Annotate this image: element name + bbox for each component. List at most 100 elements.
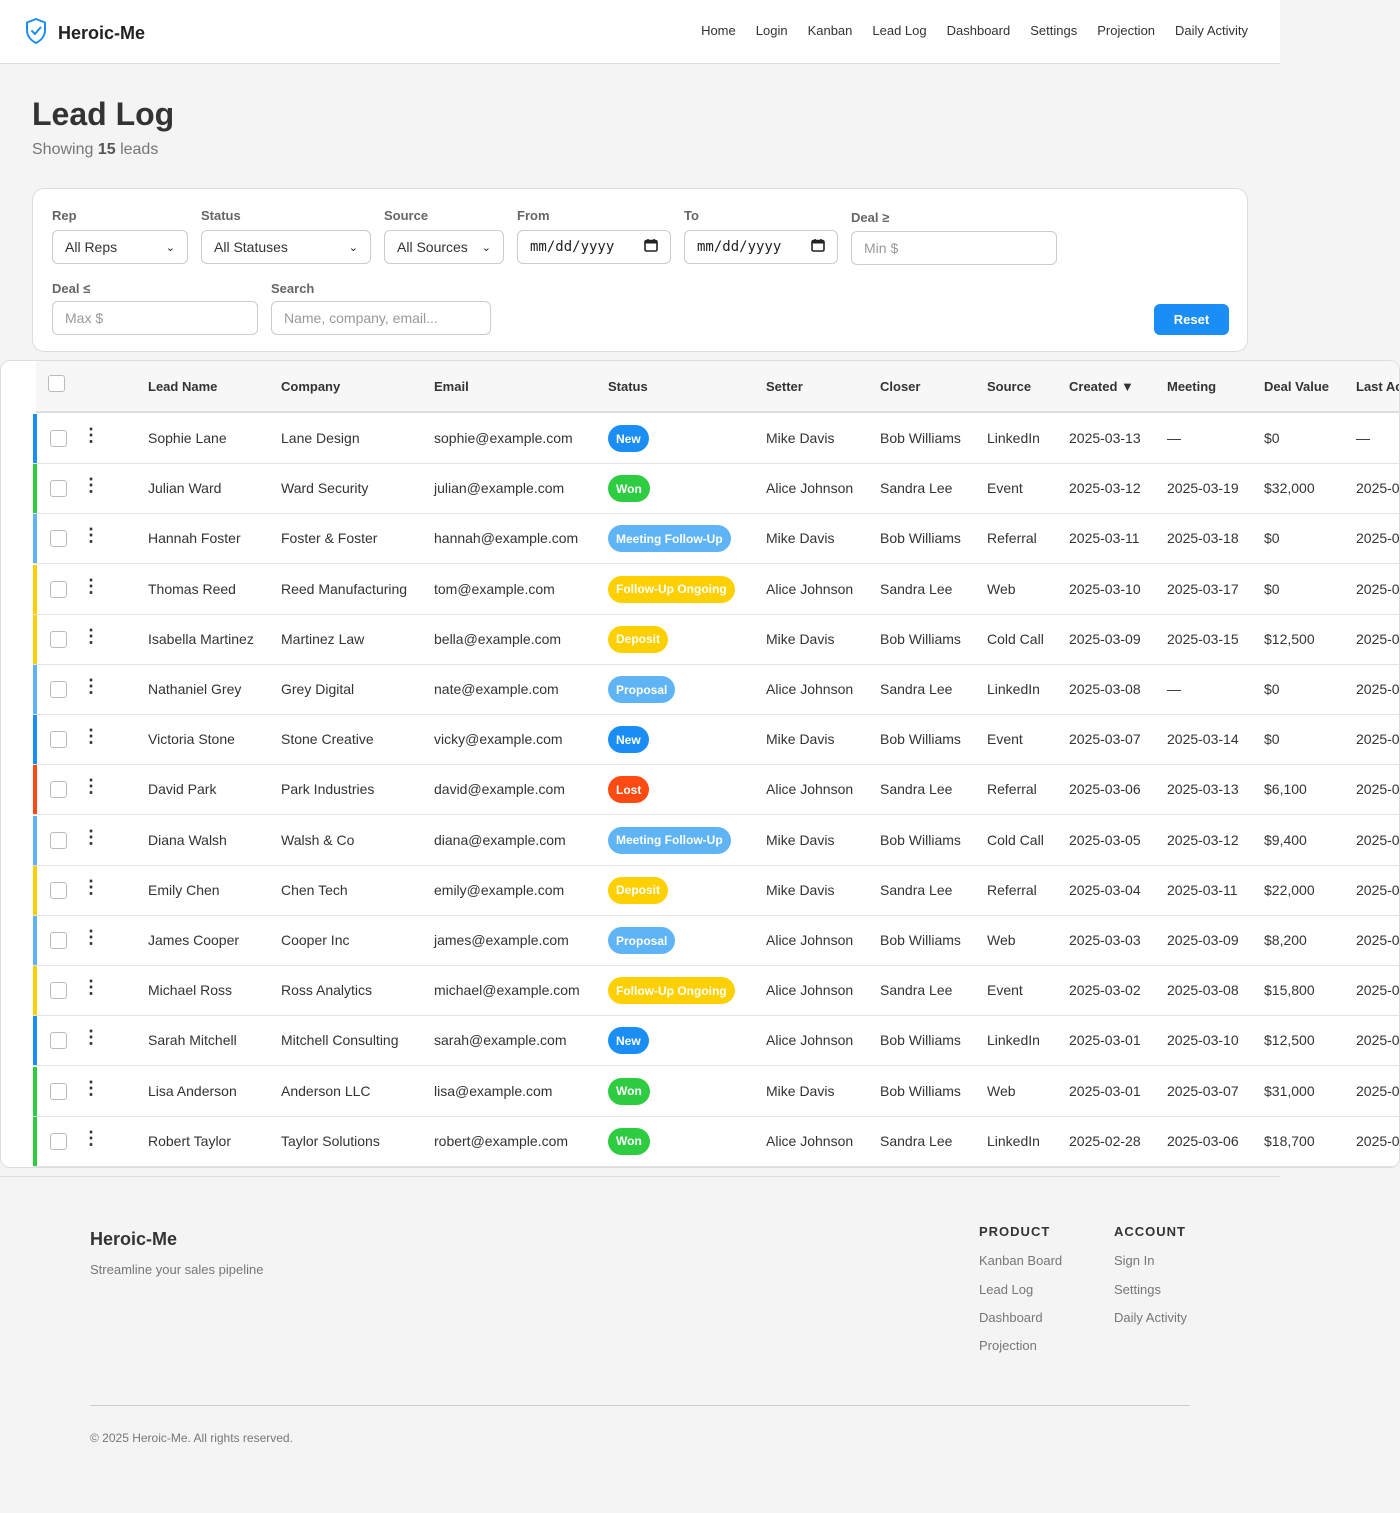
nav-settings[interactable]: Settings xyxy=(1030,23,1078,38)
more-vertical-icon[interactable]: ⋮ xyxy=(82,1127,100,1148)
select-all-checkbox[interactable] xyxy=(48,375,65,392)
table-row[interactable]: ⋮ Sarah Mitchell Mitchell Consulting sarah@… xyxy=(33,1016,1399,1067)
table-row[interactable]: ⋮ Sophie Lane Lane Design sophie@example.co… xyxy=(33,414,1399,464)
reset-button[interactable]: Reset xyxy=(1154,304,1229,335)
col-deal-value[interactable]: Deal Value xyxy=(1264,379,1330,394)
email[interactable]: sarah@example.com xyxy=(434,1032,567,1049)
more-vertical-icon[interactable]: ⋮ xyxy=(82,776,100,797)
table-row[interactable]: ⋮ James Cooper Cooper Inc james@example.com… xyxy=(33,916,1399,966)
col-email[interactable]: Email xyxy=(434,379,469,394)
more-vertical-icon[interactable]: ⋮ xyxy=(82,977,100,998)
table-row[interactable]: ⋮ Thomas Reed Reed Manufacturing tom@exampl… xyxy=(33,564,1399,615)
nav-daily-activity[interactable]: Daily Activity xyxy=(1175,23,1248,38)
row-checkbox[interactable] xyxy=(50,530,67,548)
email[interactable]: nate@example.com xyxy=(434,681,559,697)
source-select[interactable]: All Sources ⌄ xyxy=(384,230,504,264)
more-vertical-icon[interactable]: ⋮ xyxy=(82,1077,100,1098)
row-checkbox[interactable] xyxy=(50,932,67,949)
nav-login[interactable]: Login xyxy=(755,23,788,38)
nav-kanban[interactable]: Kanban xyxy=(807,23,853,38)
footer-link-dashboard[interactable]: Dashboard xyxy=(979,1310,1043,1325)
from-date-input[interactable]: mm/dd/yyyy xyxy=(517,230,671,264)
email[interactable]: tom@example.com xyxy=(434,580,555,597)
deal-min-input[interactable]: Min $ xyxy=(851,231,1057,265)
brand[interactable]: Heroic-Me xyxy=(24,17,145,50)
table-row[interactable]: ⋮ David Park Park Industries david@example.… xyxy=(33,765,1399,816)
more-vertical-icon[interactable]: ⋮ xyxy=(82,927,100,947)
col-closer[interactable]: Closer xyxy=(880,379,921,394)
more-vertical-icon[interactable]: ⋮ xyxy=(82,876,100,897)
table-row[interactable]: ⋮ Isabella Martinez Martinez Law bella@exam… xyxy=(33,614,1399,665)
more-vertical-icon[interactable]: ⋮ xyxy=(82,826,100,847)
row-checkbox[interactable] xyxy=(50,781,67,799)
footer-link-lead-log[interactable]: Lead Log xyxy=(979,1282,1034,1297)
search-input[interactable]: Name, company, email... xyxy=(271,301,491,335)
row-checkbox[interactable] xyxy=(50,881,67,899)
row-checkbox[interactable] xyxy=(50,430,67,447)
table-row[interactable]: ⋮ Victoria Stone Stone Creative vicky@examp… xyxy=(33,715,1399,766)
status-select[interactable]: All Statuses ⌄ xyxy=(201,230,371,264)
row-checkbox[interactable] xyxy=(50,630,67,648)
email[interactable]: james@example.com xyxy=(434,932,569,948)
more-vertical-icon[interactable]: ⋮ xyxy=(82,525,100,546)
nav-projection[interactable]: Projection xyxy=(1097,23,1156,38)
table-row[interactable]: ⋮ Nathaniel Grey Grey Digital nate@example.… xyxy=(33,665,1399,715)
col-created[interactable]: Created ▼ xyxy=(1069,379,1134,394)
more-vertical-icon[interactable]: ⋮ xyxy=(82,625,100,646)
row-checkbox[interactable] xyxy=(50,731,67,749)
email[interactable]: lisa@example.com xyxy=(434,1082,553,1099)
table-row[interactable]: ⋮ Hannah Foster Foster & Foster hannah@exam… xyxy=(33,514,1399,565)
email[interactable]: vicky@example.com xyxy=(434,731,563,748)
row-checkbox[interactable] xyxy=(50,982,67,1000)
col-source[interactable]: Source xyxy=(987,379,1032,394)
row-checkbox[interactable] xyxy=(50,580,67,598)
row-checkbox[interactable] xyxy=(50,1082,67,1100)
nav-home[interactable]: Home xyxy=(701,23,736,38)
email[interactable]: diana@example.com xyxy=(434,831,566,848)
nav-dashboard[interactable]: Dashboard xyxy=(946,23,1011,38)
table-row[interactable]: ⋮ Julian Ward Ward Security julian@example.… xyxy=(33,464,1399,515)
more-vertical-icon[interactable]: ⋮ xyxy=(82,1027,100,1048)
deal-max-input[interactable]: Max $ xyxy=(52,301,258,335)
more-vertical-icon[interactable]: ⋮ xyxy=(82,676,100,696)
email[interactable]: bella@example.com xyxy=(434,630,562,647)
rep-select[interactable]: All Reps ⌄ xyxy=(52,230,188,264)
footer-link-sign-in[interactable]: Sign In xyxy=(1114,1253,1155,1268)
footer-link-kanban-board[interactable]: Kanban Board xyxy=(979,1253,1063,1268)
more-vertical-icon[interactable]: ⋮ xyxy=(82,575,100,596)
email[interactable]: david@example.com xyxy=(434,781,565,798)
col-lead-name[interactable]: Lead Name xyxy=(148,379,218,394)
table-row[interactable]: ⋮ Lisa Anderson Anderson LLC lisa@example.c… xyxy=(33,1066,1399,1117)
table-row[interactable]: ⋮ Michael Ross Ross Analytics michael@examp… xyxy=(33,966,1399,1017)
row-checkbox[interactable] xyxy=(50,1132,67,1150)
email[interactable]: emily@example.com xyxy=(434,881,565,898)
calendar-icon[interactable] xyxy=(644,238,658,256)
email[interactable]: robert@example.com xyxy=(434,1132,569,1149)
to-date-input[interactable]: mm/dd/yyyy xyxy=(684,230,838,264)
more-vertical-icon[interactable]: ⋮ xyxy=(82,475,100,496)
calendar-icon[interactable] xyxy=(811,238,825,256)
row-checkbox[interactable] xyxy=(50,480,67,498)
email[interactable]: julian@example.com xyxy=(434,480,565,497)
col-status[interactable]: Status xyxy=(608,379,648,394)
email[interactable]: sophie@example.com xyxy=(434,430,573,446)
col-company[interactable]: Company xyxy=(281,379,341,394)
col-setter[interactable]: Setter xyxy=(766,379,803,394)
more-vertical-icon[interactable]: ⋮ xyxy=(82,425,100,445)
row-checkbox[interactable] xyxy=(50,1032,67,1050)
footer-link-projection[interactable]: Projection xyxy=(979,1338,1037,1353)
footer-link-daily-activity[interactable]: Daily Activity xyxy=(1114,1310,1187,1325)
table-row[interactable]: ⋮ Robert Taylor Taylor Solutions robert@exa… xyxy=(33,1116,1399,1167)
col-last-activity[interactable]: Last Ac xyxy=(1356,379,1400,394)
table-row[interactable]: ⋮ Diana Walsh Walsh & Co diana@example.com M… xyxy=(33,815,1399,866)
source: LinkedIn xyxy=(987,681,1040,697)
email[interactable]: hannah@example.com xyxy=(434,530,579,547)
row-checkbox[interactable] xyxy=(50,831,67,849)
footer-link-settings[interactable]: Settings xyxy=(1114,1282,1161,1297)
nav-lead-log[interactable]: Lead Log xyxy=(872,23,927,38)
row-checkbox[interactable] xyxy=(50,681,67,698)
more-vertical-icon[interactable]: ⋮ xyxy=(82,726,100,747)
table-row[interactable]: ⋮ Emily Chen Chen Tech emily@example.com Mik… xyxy=(33,865,1399,916)
email[interactable]: michael@example.com xyxy=(434,982,580,999)
col-meeting[interactable]: Meeting xyxy=(1167,379,1217,394)
